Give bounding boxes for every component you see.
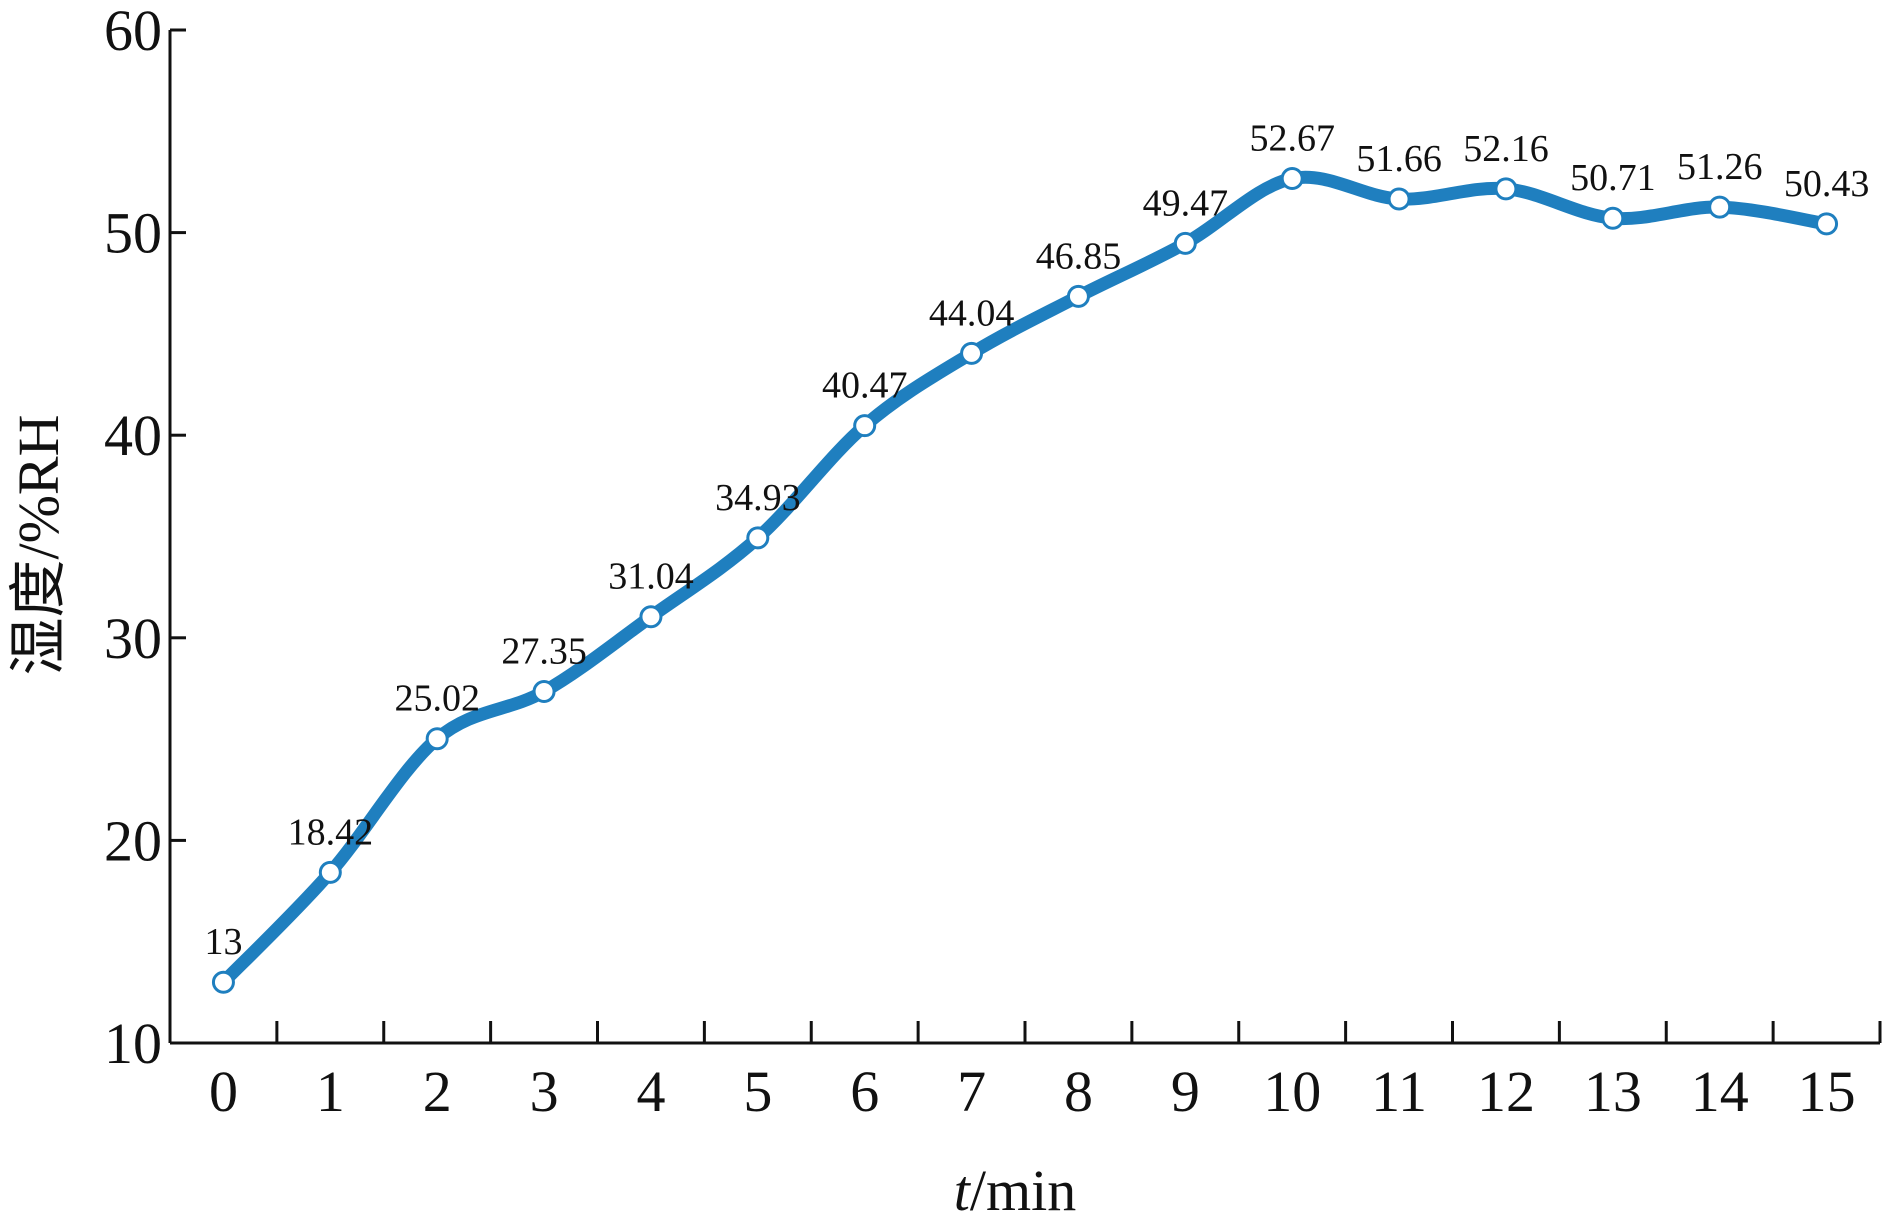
data-label: 27.35: [501, 630, 587, 672]
data-label: 40.47: [822, 365, 908, 407]
y-tick-label: 10: [104, 1011, 162, 1076]
data-label: 31.04: [608, 556, 694, 598]
x-tick-label: 4: [636, 1059, 665, 1124]
x-tick-label: 7: [957, 1059, 986, 1124]
data-label: 52.16: [1463, 128, 1549, 170]
x-tick-label: 3: [530, 1059, 559, 1124]
data-label: 25.02: [394, 678, 480, 720]
data-label: 13: [204, 921, 242, 963]
data-point: [1601, 206, 1625, 230]
data-point: [1387, 187, 1411, 211]
data-label: 44.04: [929, 292, 1015, 334]
x-axis-label-variable: t: [954, 1158, 972, 1223]
data-label: 49.47: [1143, 182, 1229, 224]
x-tick-label: 12: [1477, 1059, 1535, 1124]
x-tick-label: 2: [423, 1059, 452, 1124]
humidity-series-line: [216, 170, 1834, 989]
data-label: 50.43: [1784, 163, 1870, 205]
data-point: [746, 526, 770, 550]
y-tick-label: 30: [104, 606, 162, 671]
data-label: 50.71: [1570, 157, 1656, 199]
x-tick-label: 9: [1171, 1059, 1200, 1124]
y-tick-label: 20: [104, 808, 162, 873]
x-ticks: 0 1 2 3 4 5 6 7 8 9 10 11 12 13 14 15: [168, 1021, 1882, 1124]
data-point: [1280, 167, 1304, 191]
data-point: [532, 679, 556, 703]
y-tick-label: 50: [104, 201, 162, 266]
data-point: [211, 970, 235, 994]
data-point: [1173, 231, 1197, 255]
data-point: [960, 341, 984, 365]
data-label: 51.26: [1677, 146, 1763, 188]
x-tick-label: 6: [850, 1059, 879, 1124]
data-label: 18.42: [288, 811, 374, 853]
data-label: 34.93: [715, 477, 801, 519]
data-point: [1066, 284, 1090, 308]
data-point: [1494, 177, 1518, 201]
x-tick-label: 15: [1798, 1059, 1856, 1124]
data-point: [1708, 195, 1732, 219]
x-tick-label: 10: [1263, 1059, 1321, 1124]
data-point: [853, 414, 877, 438]
y-tick-label: 40: [104, 403, 162, 468]
data-label: 51.66: [1356, 138, 1442, 180]
data-point: [639, 605, 663, 629]
x-tick-label: 11: [1371, 1059, 1427, 1124]
data-markers: [211, 167, 1839, 994]
x-tick-label: 1: [316, 1059, 345, 1124]
data-label: 52.67: [1249, 118, 1335, 160]
x-axis-label: t/min: [954, 1158, 1076, 1223]
x-tick-label: 14: [1691, 1059, 1749, 1124]
x-axis-label-unit: /min: [970, 1158, 1076, 1223]
data-point: [1815, 212, 1839, 236]
y-ticks: 10 20 30 40 50 60: [104, 0, 186, 1076]
x-tick-label: 5: [743, 1059, 772, 1124]
data-point: [318, 860, 342, 884]
data-point: [425, 727, 449, 751]
data-label: 46.85: [1036, 235, 1122, 277]
y-axis-label: 湿度/%RH: [6, 414, 71, 675]
x-tick-label: 8: [1064, 1059, 1093, 1124]
x-tick-label: 13: [1584, 1059, 1642, 1124]
y-tick-label: 60: [104, 0, 162, 63]
data-labels: 13 18.42 25.02 27.35 31.04 34.93 40.47 44.04 46.…: [204, 118, 1869, 964]
x-tick-label: 0: [209, 1059, 238, 1124]
